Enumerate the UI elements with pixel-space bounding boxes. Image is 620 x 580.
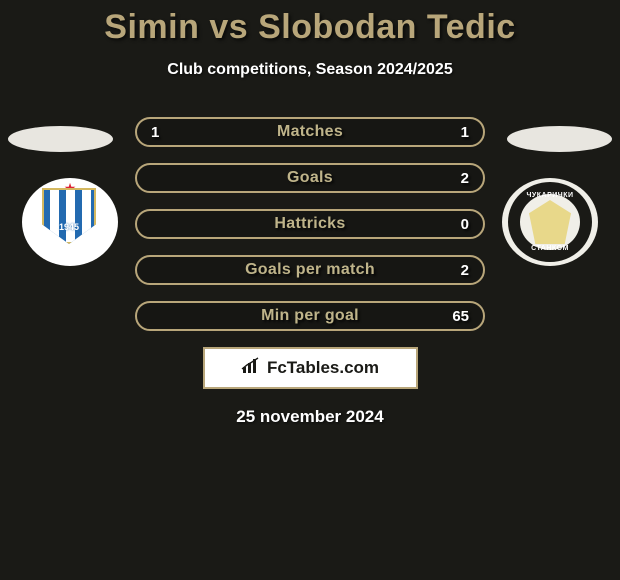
chart-icon [241, 357, 261, 380]
stat-row: Goals per match 2 [135, 255, 485, 285]
stat-value-right: 65 [452, 308, 469, 325]
season-subtitle: Club competitions, Season 2024/2025 [0, 61, 620, 79]
source-badge: FcTables.com [203, 347, 418, 389]
snapshot-date: 25 november 2024 [0, 407, 620, 427]
source-text: FcTables.com [267, 358, 379, 378]
stat-value-right: 1 [461, 124, 469, 141]
stat-value-left: 1 [151, 124, 159, 141]
stat-label: Goals per match [245, 261, 375, 279]
stat-value-right: 2 [461, 170, 469, 187]
stat-value-right: 0 [461, 216, 469, 233]
stat-row: Min per goal 65 [135, 301, 485, 331]
stat-label: Matches [277, 123, 343, 141]
stat-label: Hattricks [274, 215, 345, 233]
stat-row: Goals 2 [135, 163, 485, 193]
stat-label: Goals [287, 169, 333, 187]
stats-list: 1 Matches 1 Goals 2 Hattricks 0 Goals per match… [0, 117, 620, 331]
page-title: Simin vs Slobodan Tedic [0, 8, 620, 47]
stat-label: Min per goal [261, 307, 359, 325]
comparison-card: Simin vs Slobodan Tedic Club competition… [0, 0, 620, 580]
stat-row: Hattricks 0 [135, 209, 485, 239]
stat-row: 1 Matches 1 [135, 117, 485, 147]
stat-value-right: 2 [461, 262, 469, 279]
